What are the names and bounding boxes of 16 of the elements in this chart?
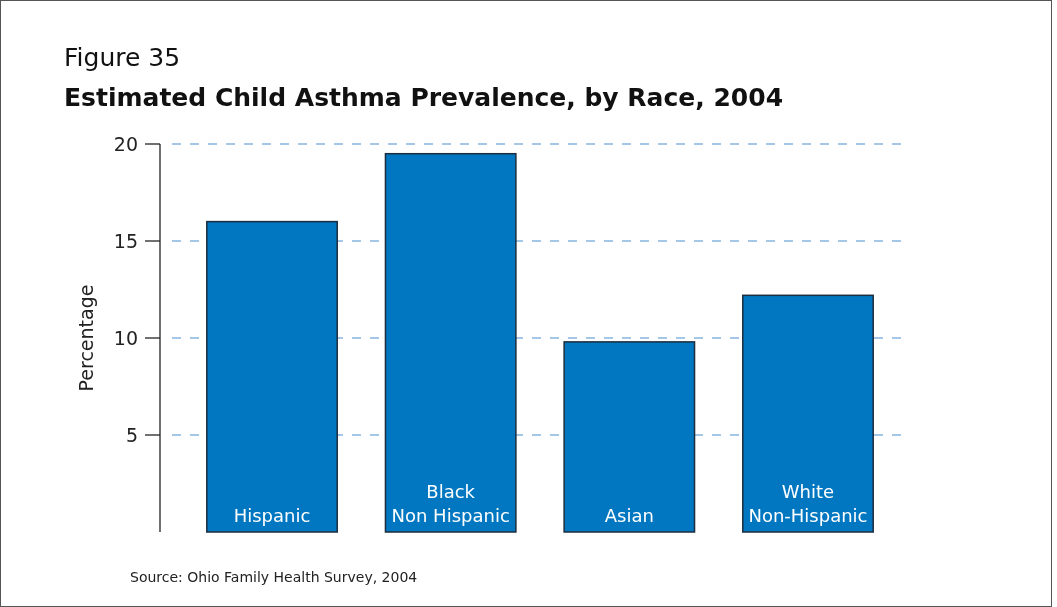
y-tick-label: 10 [113,326,138,349]
x-tick-label: Black Non Hispanic [391,481,510,526]
y-axis-title: Percentage [75,284,97,392]
bar [206,220,338,533]
source-note: Source: Ohio Family Health Survey, 2004 [130,569,418,585]
bar [384,152,517,533]
chart-title: Figure 35 [64,43,181,72]
x-tick-label: Asian [604,505,654,526]
y-tick-label: 5 [125,423,138,446]
y-tick-label: 15 [113,229,138,252]
x-tick-label: Hispanic [233,505,311,526]
chart-subtitle: Estimated Child Asthma Prevalence, by Race, 2004 [64,83,784,112]
x-tick-label: White Non-Hispanic [748,481,868,526]
bar [563,341,696,533]
bar [742,294,874,533]
y-tick-label: 20 [113,132,138,155]
